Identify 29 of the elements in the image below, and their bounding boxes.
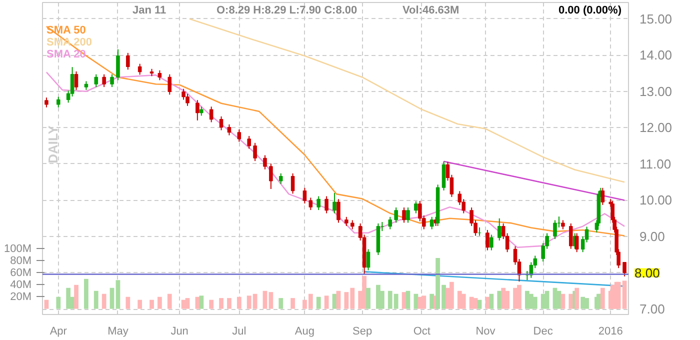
x-tick-label: Jun: [170, 326, 188, 338]
annotation: 8.00: [634, 265, 660, 280]
y-tick-label: 9.00: [640, 229, 665, 244]
x-tick-label: May: [108, 326, 129, 338]
y-tick-label: 10.00: [640, 192, 672, 208]
annotation: O:8.29 H:8.29 L:7.90 C:8.00: [216, 4, 358, 16]
x-tick-label: 2016: [598, 326, 623, 338]
annotation: 0.00 (0.00%): [558, 4, 622, 16]
x-tick-label: Apr: [50, 326, 68, 338]
y2-tick-label: 20M: [10, 290, 32, 303]
y-tick-label: 14.00: [640, 48, 672, 63]
y2-tick-label: 60M: [10, 266, 32, 279]
annotation: Jan 11: [132, 4, 166, 16]
y2-tick-label: 40M: [10, 278, 32, 291]
series-label: SMA 20: [46, 48, 86, 60]
y-tick-label: 15.00: [640, 11, 672, 26]
x-tick-label: Oct: [413, 326, 430, 338]
x-tick-label: Aug: [294, 326, 314, 338]
x-tick-label: Sep: [352, 326, 372, 338]
annotation: Vol:46.63M: [402, 4, 460, 16]
y-tick-label: 13.00: [640, 84, 672, 99]
x-tick-label: Nov: [476, 326, 496, 338]
y-tick-label: 11.00: [640, 156, 672, 172]
x-tick-label: Jul: [232, 326, 246, 338]
y2-tick-label: 80M: [10, 254, 32, 267]
y2-tick-label: 100M: [4, 242, 32, 255]
y-tick-label: 7.00: [640, 302, 665, 317]
y-tick-label: 12.00: [640, 120, 672, 136]
x-tick-label: Dec: [533, 326, 554, 338]
